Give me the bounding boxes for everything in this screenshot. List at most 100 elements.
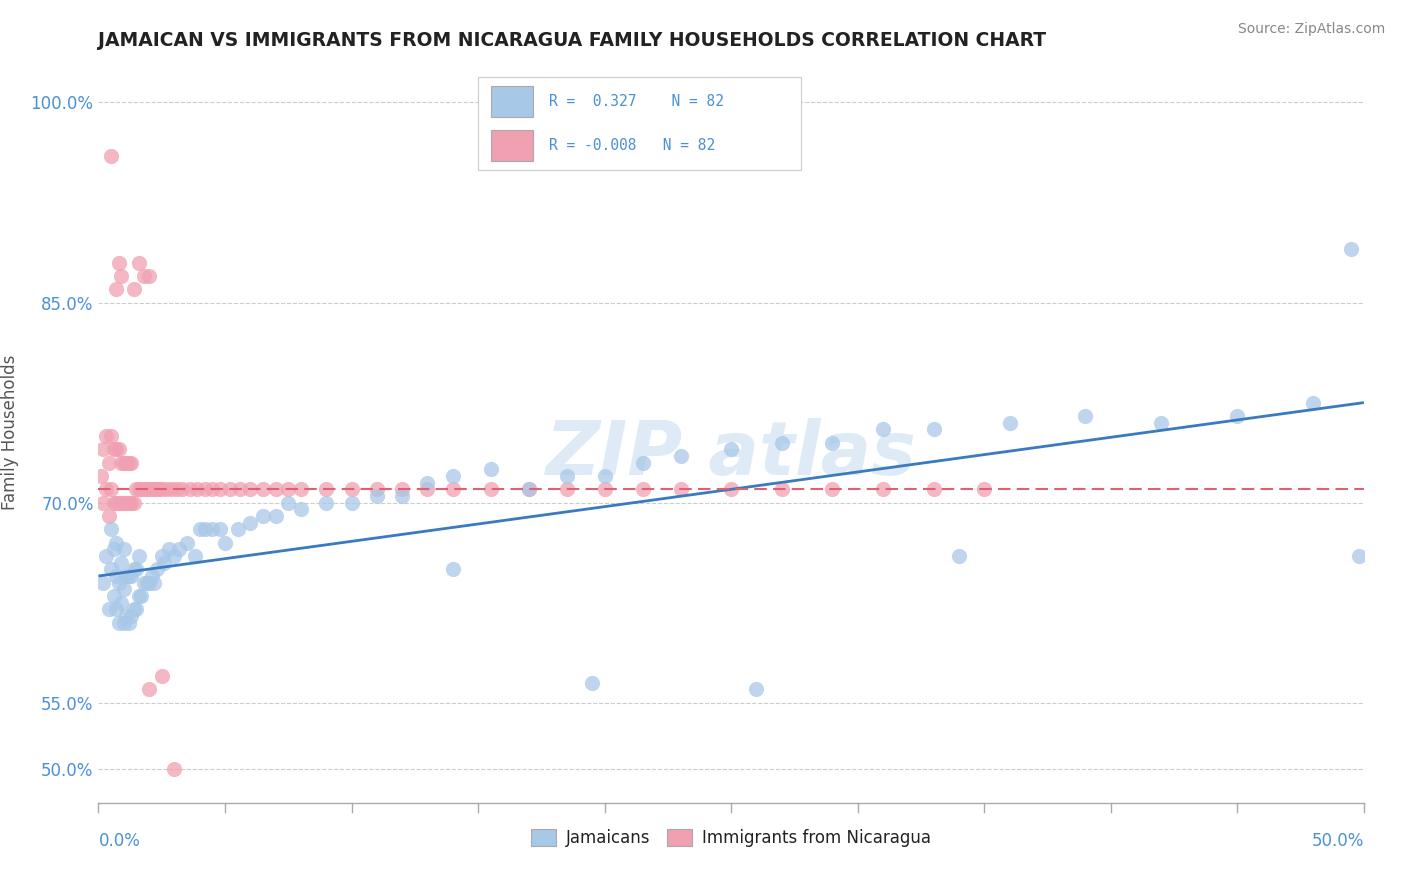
Point — [229, 483, 252, 497]
Point — [122, 496, 145, 510]
Point — [150, 669, 173, 683]
Point — [555, 483, 578, 497]
Point — [264, 483, 287, 497]
Point — [93, 496, 115, 510]
Point — [143, 575, 166, 590]
Point — [208, 483, 231, 497]
Point — [208, 522, 231, 536]
Point — [115, 569, 138, 583]
Point — [179, 483, 201, 497]
Text: 0.0%: 0.0% — [98, 832, 141, 850]
Point — [1302, 395, 1324, 409]
Point — [150, 549, 173, 563]
Point — [277, 496, 299, 510]
Point — [745, 682, 768, 697]
Point — [122, 562, 145, 576]
Point — [160, 483, 183, 497]
Point — [90, 469, 112, 483]
Point — [128, 255, 150, 269]
Point — [132, 268, 155, 283]
Point — [128, 589, 150, 603]
Point — [157, 542, 180, 557]
Point — [517, 483, 540, 497]
Point — [120, 569, 142, 583]
Point — [366, 483, 388, 497]
Point — [115, 496, 138, 510]
Point — [922, 422, 945, 436]
Point — [112, 615, 135, 630]
Text: 50.0%: 50.0% — [1312, 832, 1364, 850]
Point — [138, 575, 160, 590]
Point — [150, 483, 173, 497]
Point — [226, 522, 249, 536]
Point — [264, 508, 287, 523]
Point — [517, 483, 540, 497]
Point — [125, 483, 148, 497]
Point — [103, 542, 125, 557]
Point — [188, 522, 211, 536]
Point — [416, 483, 439, 497]
Point — [110, 496, 132, 510]
Point — [120, 609, 142, 624]
Point — [107, 255, 129, 269]
Point — [128, 549, 150, 563]
Point — [94, 429, 117, 443]
Point — [872, 422, 894, 436]
Point — [105, 535, 128, 549]
Point — [669, 449, 692, 463]
Point — [138, 483, 160, 497]
Legend: Jamaicans, Immigrants from Nicaragua: Jamaicans, Immigrants from Nicaragua — [524, 822, 938, 854]
Point — [103, 442, 125, 457]
Point — [593, 483, 616, 497]
Point — [821, 435, 844, 450]
Point — [366, 489, 388, 503]
Point — [97, 602, 120, 616]
Point — [416, 475, 439, 490]
Point — [132, 575, 155, 590]
Point — [93, 575, 115, 590]
Point — [107, 615, 129, 630]
Point — [821, 483, 844, 497]
Point — [141, 483, 163, 497]
Text: ZIP atlas: ZIP atlas — [546, 418, 917, 491]
Point — [118, 615, 141, 630]
Point — [194, 483, 217, 497]
Point — [122, 282, 145, 296]
Point — [115, 609, 138, 624]
Point — [441, 483, 464, 497]
Point — [118, 569, 141, 583]
Point — [391, 489, 413, 503]
Point — [1074, 409, 1097, 423]
Point — [148, 483, 170, 497]
Point — [105, 496, 128, 510]
Point — [110, 268, 132, 283]
Point — [166, 483, 188, 497]
Point — [201, 522, 224, 536]
Point — [105, 569, 128, 583]
Point — [239, 483, 262, 497]
Point — [441, 562, 464, 576]
Point — [998, 416, 1021, 430]
Point — [103, 496, 125, 510]
Y-axis label: Family Households: Family Households — [1, 355, 20, 510]
Point — [948, 549, 970, 563]
Point — [131, 589, 153, 603]
Point — [340, 483, 363, 497]
Point — [93, 442, 115, 457]
Point — [143, 483, 166, 497]
Point — [107, 575, 129, 590]
Point — [1226, 409, 1249, 423]
Point — [441, 469, 464, 483]
Point — [112, 582, 135, 597]
Point — [720, 483, 742, 497]
Point — [176, 535, 198, 549]
Point — [252, 508, 274, 523]
Point — [1340, 242, 1362, 256]
Point — [112, 496, 135, 510]
Point — [290, 483, 312, 497]
Point — [128, 483, 150, 497]
Point — [593, 469, 616, 483]
Point — [252, 483, 274, 497]
Point — [214, 535, 236, 549]
Point — [122, 602, 145, 616]
